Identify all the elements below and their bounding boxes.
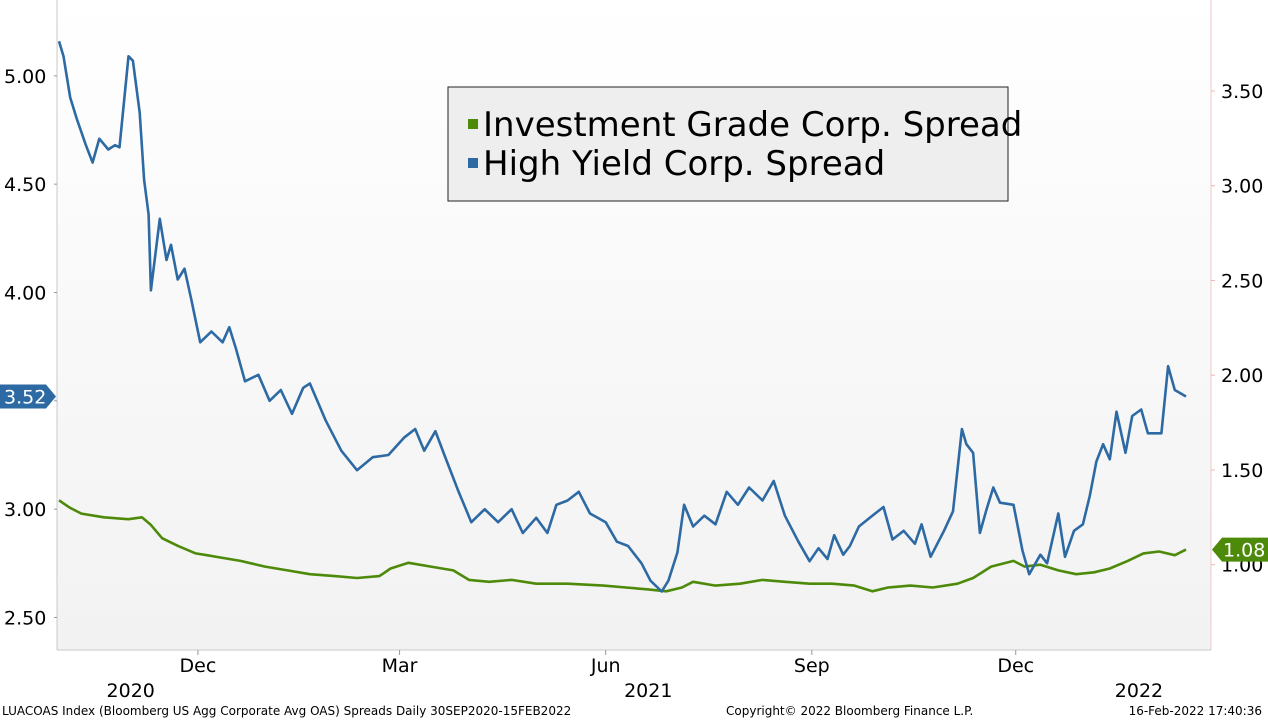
x-year-label: 2022 bbox=[1115, 680, 1163, 702]
right-tick-label: 3.50 bbox=[1221, 81, 1263, 103]
right-tick-label: 1.50 bbox=[1221, 460, 1263, 482]
legend-label-investment-grade: Investment Grade Corp. Spread bbox=[483, 105, 1022, 145]
x-year-label: 2020 bbox=[107, 680, 155, 702]
high-yield-value-tag bbox=[0, 384, 56, 409]
right-tick-label: 3.00 bbox=[1221, 176, 1263, 198]
x-tick-label: Sep bbox=[794, 655, 830, 677]
right-tick-label: 2.50 bbox=[1221, 270, 1263, 292]
left-tick-label: 3.00 bbox=[4, 499, 46, 521]
investment-grade-value-tag bbox=[1212, 537, 1268, 562]
legend: Investment Grade Corp. Spread High Yield… bbox=[447, 86, 1022, 202]
right-tick-label: 2.00 bbox=[1221, 365, 1263, 387]
legend-label-high-yield: High Yield Corp. Spread bbox=[483, 144, 885, 184]
high-yield-value-label: 3.52 bbox=[4, 387, 46, 409]
x-tick-label: Mar bbox=[382, 655, 418, 677]
legend-box bbox=[447, 86, 1009, 202]
left-tick-label: 4.50 bbox=[4, 174, 46, 196]
footer-source: LUACOAS Index (Bloomberg US Agg Corporat… bbox=[2, 704, 572, 718]
series-layer bbox=[57, 40, 1187, 593]
left-tick-label: 5.00 bbox=[4, 66, 46, 88]
x-tick-label: Jun bbox=[590, 655, 621, 677]
x-tick-label: Dec bbox=[180, 655, 217, 677]
series-line-high-yield bbox=[57, 40, 1187, 593]
footer-copyright: Copyright© 2022 Bloomberg Finance L.P. bbox=[726, 704, 974, 718]
left-tick-label: 4.00 bbox=[4, 283, 46, 305]
x-axis: Dec Mar Jun Sep Dec 2020 2021 2022 bbox=[107, 650, 1163, 702]
x-tick-label: Dec bbox=[997, 655, 1034, 677]
investment-grade-value-label: 1.08 bbox=[1223, 540, 1265, 562]
left-tick-label: 2.50 bbox=[4, 608, 46, 630]
last-value-labels: 1.08 3.52 bbox=[0, 384, 1268, 562]
legend-swatch-high-yield bbox=[468, 158, 478, 168]
left-y-axis: 2.503.003.504.004.505.00 bbox=[4, 66, 57, 630]
legend-swatch-investment-grade bbox=[468, 119, 478, 129]
x-year-label: 2021 bbox=[624, 680, 672, 702]
footer-timestamp: 16-Feb-2022 17:40:36 bbox=[1128, 704, 1262, 718]
right-y-axis: 1.001.502.002.503.003.50 bbox=[1211, 81, 1263, 577]
